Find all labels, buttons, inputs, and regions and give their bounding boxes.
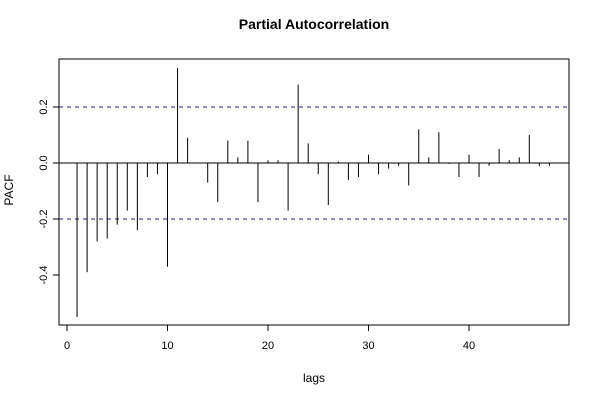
y-tick-label: 0.2	[38, 99, 50, 114]
chart-title: Partial Autocorrelation	[239, 16, 389, 32]
x-tick-label: 40	[463, 340, 475, 352]
x-tick-label: 30	[362, 340, 374, 352]
y-tick-label: 0.0	[38, 155, 50, 170]
chart-marks: 0 10 20 30 40 -0.4 -0.2 0.0 0.2	[38, 67, 569, 352]
y-tick-label: -0.2	[38, 210, 50, 229]
y-axis-label: PACF	[2, 174, 16, 205]
x-tick-label: 10	[161, 340, 173, 352]
plot-frame	[58, 58, 570, 326]
y-tick-label: -0.4	[38, 266, 50, 285]
x-axis-label: lags	[303, 371, 325, 385]
x-tick-label: 0	[64, 340, 70, 352]
x-tick-label: 20	[262, 340, 274, 352]
